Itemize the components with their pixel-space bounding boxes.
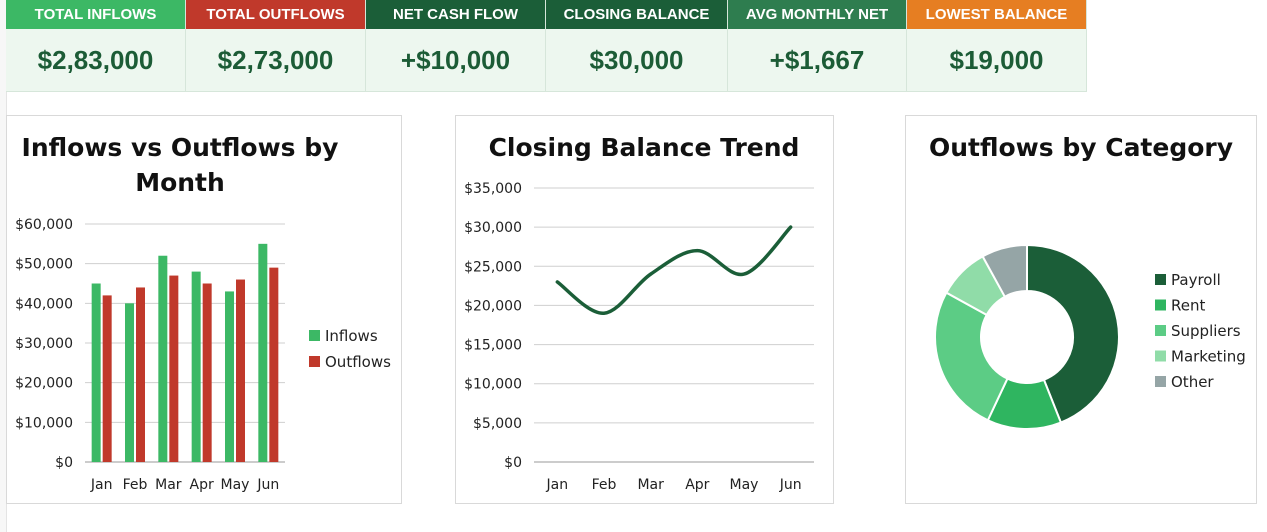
x-tick-label: Feb: [123, 477, 148, 493]
bar-outflows: [236, 279, 245, 462]
x-tick-label: Jan: [90, 477, 113, 493]
legend-label: Payroll: [1171, 271, 1221, 289]
legend-label: Marketing: [1171, 348, 1246, 366]
donut-chart: Outflows by Category Payroll Rent Suppliers…: [929, 133, 1246, 430]
y-tick-label: $20,000: [15, 376, 73, 392]
kpi-avg-monthly-net: AVG MONTHLY NET +$1,667: [728, 0, 907, 92]
kpi-value: $30,000: [546, 29, 727, 92]
bar-outflows: [169, 275, 179, 462]
x-tick-label: Apr: [685, 477, 709, 493]
kpi-value: $2,73,000: [186, 29, 365, 92]
y-tick-label: $0: [55, 455, 73, 471]
chart-title: Outflows by Category: [929, 133, 1233, 162]
x-tick-label: May: [730, 477, 759, 493]
x-tick-label: May: [221, 477, 250, 493]
x-tick-label: Mar: [155, 477, 182, 493]
x-tick-label: Jan: [546, 477, 569, 493]
x-tick-label: Mar: [637, 477, 664, 493]
y-tick-label: $30,000: [15, 336, 73, 352]
balance-line: [555, 225, 793, 316]
bar-chart-panel[interactable]: Inflows vs Outflows by Month $0 $10,000 $20,…: [6, 115, 402, 504]
kpi-label: NET CASH FLOW: [366, 0, 545, 29]
bar-outflows: [102, 295, 112, 462]
bar-inflows: [158, 255, 168, 462]
bar-inflows: [125, 303, 134, 462]
kpi-label: TOTAL INFLOWS: [6, 0, 185, 29]
x-tick-label: Jun: [256, 477, 279, 493]
legend-swatch: [1155, 376, 1166, 387]
legend-label: Outflows: [325, 353, 391, 371]
kpi-total-inflows: TOTAL INFLOWS $2,83,000: [6, 0, 186, 92]
y-tick-label: $30,000: [464, 220, 522, 236]
y-tick-label: $0: [504, 455, 522, 471]
y-tick-label: $40,000: [15, 296, 73, 312]
kpi-label: AVG MONTHLY NET: [728, 0, 906, 29]
x-tick-label: Feb: [592, 477, 617, 493]
y-tick-label: $10,000: [15, 415, 73, 431]
chart-title: Closing Balance Trend: [489, 133, 800, 162]
bar-inflows: [191, 271, 201, 462]
kpi-label: CLOSING BALANCE: [546, 0, 727, 29]
bar-outflows: [269, 267, 279, 462]
kpi-value: $2,83,000: [6, 29, 185, 92]
kpi-value: +$10,000: [366, 29, 545, 92]
line-chart: Closing Balance Trend $0 $5,000 $10,000 $15,…: [464, 133, 814, 493]
kpi-net-cash-flow: NET CASH FLOW +$10,000: [366, 0, 546, 92]
legend-swatch: [1155, 325, 1166, 336]
donut-chart-panel[interactable]: Outflows by Category Payroll Rent Suppliers…: [905, 115, 1257, 504]
y-tick-label: $5,000: [473, 416, 522, 432]
x-tick-label: Apr: [190, 477, 214, 493]
y-tick-label: $35,000: [464, 181, 522, 197]
y-tick-label: $10,000: [464, 377, 522, 393]
y-tick-label: $60,000: [15, 217, 73, 233]
kpi-value: +$1,667: [728, 29, 906, 92]
kpi-closing-balance: CLOSING BALANCE $30,000: [546, 0, 728, 92]
legend-swatch: [309, 356, 320, 367]
y-tick-label: $25,000: [464, 259, 522, 275]
legend-swatch: [1155, 299, 1166, 311]
bar-inflows: [258, 243, 268, 462]
bar-outflows: [136, 287, 145, 462]
kpi-strip: TOTAL INFLOWS $2,83,000 TOTAL OUTFLOWS $…: [6, 0, 1087, 92]
bar-inflows: [91, 283, 101, 462]
legend-swatch: [309, 330, 320, 341]
legend-swatch: [1155, 350, 1166, 362]
chart-title: Month: [135, 168, 225, 197]
kpi-label: TOTAL OUTFLOWS: [186, 0, 365, 29]
kpi-value: $19,000: [907, 29, 1086, 92]
kpi-label: LOWEST BALANCE: [907, 0, 1086, 29]
x-tick-label: Jun: [779, 477, 802, 493]
y-tick-label: $15,000: [464, 338, 522, 354]
kpi-lowest-balance: LOWEST BALANCE $19,000: [907, 0, 1087, 92]
legend-label: Inflows: [325, 327, 378, 345]
bar-chart: Inflows vs Outflows by Month $0 $10,000 $20,…: [15, 133, 391, 493]
donut-slice-other: [981, 243, 1028, 299]
y-tick-label: $20,000: [464, 298, 522, 314]
legend-label: Rent: [1171, 297, 1205, 315]
bar-inflows: [225, 291, 234, 462]
chart-title: Inflows vs Outflows by: [22, 133, 339, 162]
legend-label: Suppliers: [1171, 322, 1241, 340]
donut-slice-suppliers: [934, 291, 1009, 422]
legend-label: Other: [1171, 373, 1214, 391]
donut-slice-payroll: [1026, 243, 1120, 424]
bar-outflows: [202, 283, 212, 462]
line-chart-panel[interactable]: Closing Balance Trend $0 $5,000 $10,000 $15,…: [455, 115, 834, 504]
kpi-total-outflows: TOTAL OUTFLOWS $2,73,000: [186, 0, 366, 92]
legend-swatch: [1155, 274, 1166, 285]
y-tick-label: $50,000: [15, 257, 73, 273]
